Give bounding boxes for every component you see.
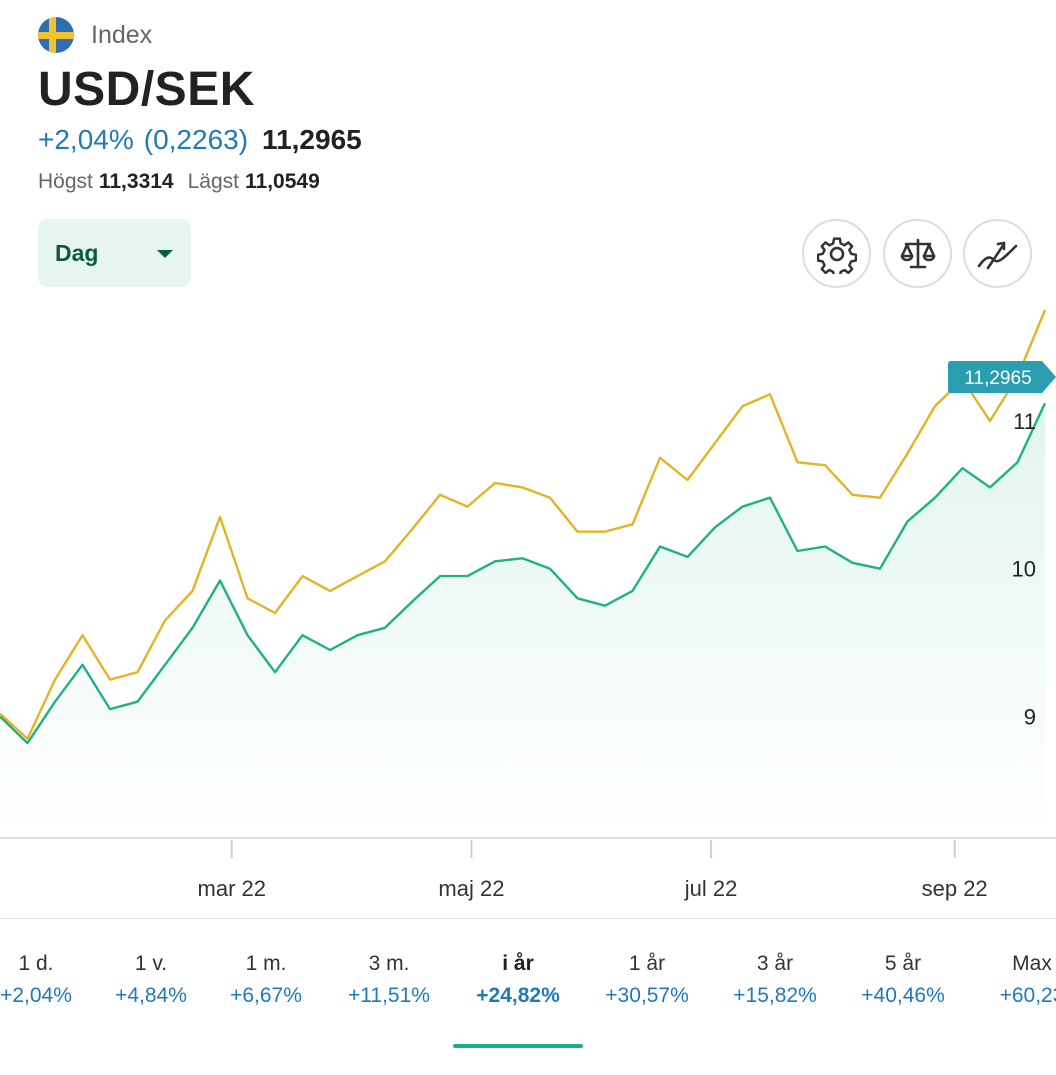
high-label: Högst bbox=[38, 170, 93, 193]
period-tab-change: +30,57% bbox=[605, 984, 689, 1007]
compare-button[interactable] bbox=[883, 219, 952, 288]
period-tab[interactable]: 1 d. +2,04% bbox=[0, 952, 101, 1008]
x-tick-label: mar 22 bbox=[198, 876, 266, 901]
period-dropdown[interactable]: Dag bbox=[38, 219, 191, 287]
instrument-meta: Index bbox=[38, 16, 1038, 54]
period-tab[interactable]: 3 år +15,82% bbox=[710, 952, 840, 1008]
period-tab-change: +15,82% bbox=[733, 984, 817, 1007]
period-tab[interactable]: 3 m. +11,51% bbox=[324, 952, 454, 1008]
scale-icon bbox=[900, 238, 935, 268]
settings-button[interactable] bbox=[802, 219, 871, 288]
last-price: 11,2965 bbox=[262, 124, 362, 155]
period-tab-label: 1 år bbox=[628, 952, 666, 975]
period-dropdown-label: Dag bbox=[55, 239, 99, 266]
y-tick-label: 10 bbox=[1012, 557, 1036, 582]
trend-button[interactable] bbox=[963, 219, 1032, 288]
period-tab-label: Max bbox=[1012, 952, 1052, 975]
period-tab-change: +60,23 bbox=[999, 984, 1056, 1007]
period-tab-label: 1 m. bbox=[245, 952, 287, 975]
primary-series-area bbox=[0, 403, 1045, 838]
change-percent: +2,04% bbox=[38, 124, 134, 155]
last-price-tag: 11,2965 bbox=[948, 361, 1056, 394]
sweden-flag-icon bbox=[38, 17, 74, 53]
performance-tabs: 1 d. +2,04% 1 v. +4,84% 1 m. +6,67% 3 m. +11,51… bbox=[0, 940, 1056, 1050]
x-tick-label: maj 22 bbox=[438, 876, 504, 901]
period-tab-label: 3 m. bbox=[368, 952, 410, 975]
chart-divider bbox=[0, 918, 1056, 919]
period-tab-change: +6,67% bbox=[230, 984, 302, 1007]
chevron-down-icon bbox=[157, 250, 173, 258]
period-tab-label: 3 år bbox=[756, 952, 794, 975]
period-tab-change: +2,04% bbox=[0, 984, 72, 1007]
high-value: 11,3314 bbox=[98, 170, 174, 193]
period-tab-change: +11,51% bbox=[348, 984, 430, 1007]
low-label: Lägst bbox=[187, 170, 239, 193]
trend-icon bbox=[977, 241, 1017, 269]
comparison-series-line bbox=[0, 309, 1047, 740]
period-tab[interactable]: 1 m. +6,67% bbox=[201, 952, 331, 1008]
period-tab[interactable]: 5 år +40,46% bbox=[838, 952, 968, 1008]
price-tag-shape bbox=[948, 361, 1056, 394]
y-tick-label: 11 bbox=[1013, 409, 1036, 434]
high-low-row: Högst 11,3314 Lägst 11,0549 bbox=[38, 170, 1038, 194]
y-tick-label: 9 bbox=[1024, 705, 1036, 730]
instrument-category: Index bbox=[91, 20, 153, 49]
period-tab-change: +40,46% bbox=[861, 984, 945, 1007]
period-tab-label: i år bbox=[502, 952, 534, 975]
change-points: (0,2263) bbox=[143, 124, 249, 155]
price-chart[interactable]: mar 22 maj 22 jul 22 sep 22 9 10 11 11,2965 bbox=[0, 300, 1056, 920]
period-tab-label: 5 år bbox=[884, 952, 922, 975]
gear-icon bbox=[816, 236, 857, 274]
period-tab-label: 1 d. bbox=[18, 952, 54, 975]
price-change-row: +2,04% (0,2263) 11,2965 bbox=[38, 124, 1038, 156]
primary-series-line bbox=[0, 402, 1047, 745]
price-tag-label: 11,2965 bbox=[964, 368, 1031, 389]
price-chart-svg: mar 22 maj 22 jul 22 sep 22 9 10 11 11,2965 bbox=[0, 309, 1056, 901]
period-tab[interactable]: 1 v. +4,84% bbox=[86, 952, 216, 1008]
period-tab-change: +24,82% bbox=[476, 984, 560, 1007]
instrument-title: USD/SEK bbox=[38, 63, 255, 116]
x-tick-label: sep 22 bbox=[922, 876, 988, 901]
period-tab[interactable]: i år +24,82% bbox=[453, 952, 583, 1008]
low-value: 11,0549 bbox=[245, 170, 320, 193]
active-tab-indicator bbox=[453, 1044, 583, 1048]
period-tab-label: 1 v. bbox=[134, 952, 168, 975]
quote-header: Index USD/SEK +2,04% (0,2263) 11,2965 Hö… bbox=[38, 16, 1038, 194]
period-tab[interactable]: 1 år +30,57% bbox=[582, 952, 712, 1008]
period-tab-change: +4,84% bbox=[115, 984, 187, 1007]
period-tab[interactable]: Max +60,23 bbox=[967, 952, 1056, 1008]
x-tick-label: jul 22 bbox=[684, 876, 738, 901]
